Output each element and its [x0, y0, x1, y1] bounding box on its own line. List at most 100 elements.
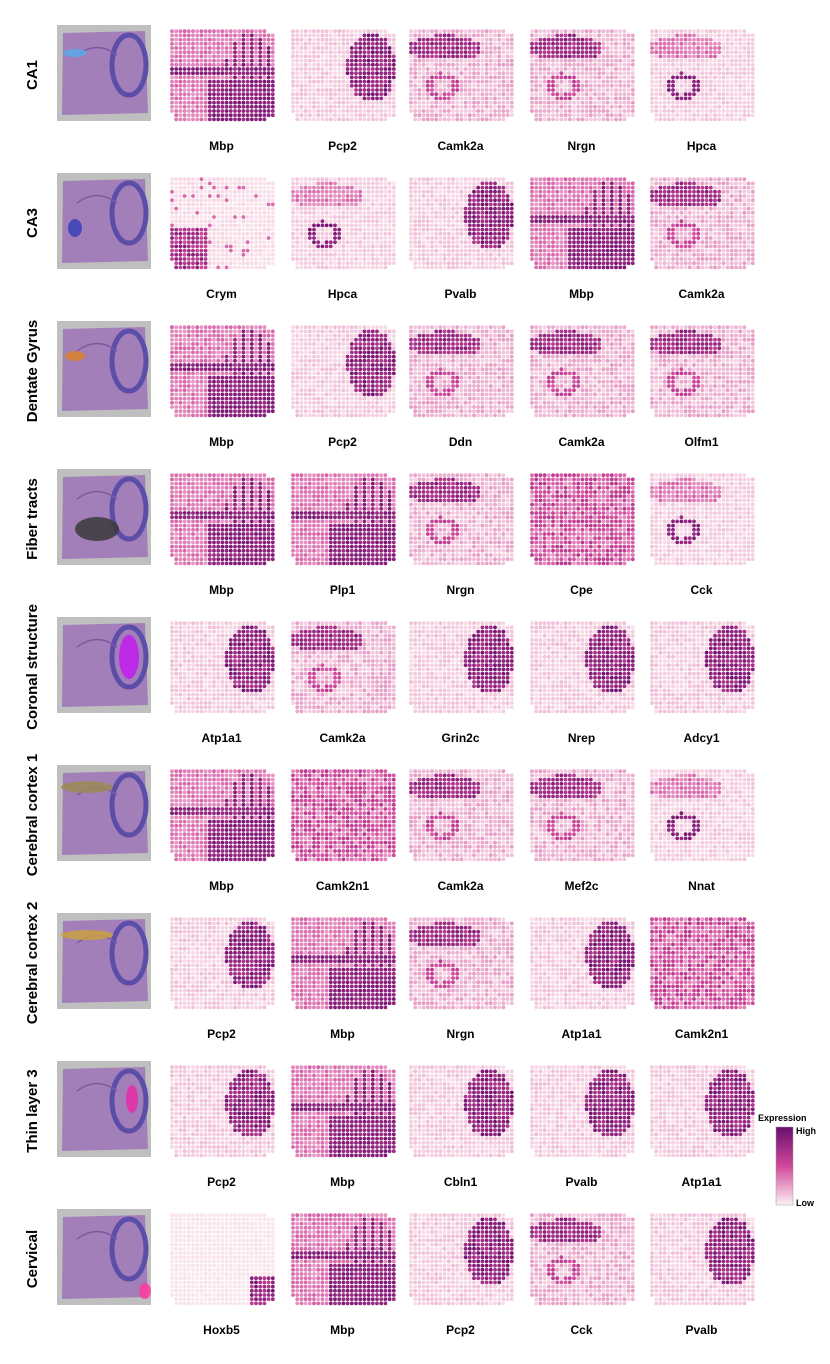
expression-spot [597, 67, 601, 71]
expression-spot [371, 67, 375, 71]
expression-spot [502, 245, 506, 249]
expression-spot [413, 261, 417, 265]
expression-spot [291, 219, 295, 223]
expression-spot [618, 84, 622, 88]
expression-spot [489, 211, 493, 215]
expression-spot [530, 232, 534, 236]
expression-spot [585, 42, 589, 46]
expression-spot [493, 228, 497, 232]
expression-spot [350, 236, 354, 240]
expression-spot [174, 113, 178, 117]
expression-spot [543, 236, 547, 240]
expression-spot [430, 55, 434, 59]
expression-spot [671, 113, 675, 117]
expression-spot [316, 42, 320, 46]
expression-spot [295, 186, 299, 190]
gene-label: Camk2a [437, 139, 483, 153]
expression-spot [358, 59, 362, 63]
expression-spot [409, 38, 413, 42]
expression-spot [325, 46, 329, 50]
expression-spot [363, 266, 367, 270]
expression-spot [325, 249, 329, 253]
expression-spot [497, 224, 501, 228]
expression-spot [250, 177, 254, 181]
expression-spot [743, 177, 747, 181]
expression-spot [342, 67, 346, 71]
expression-spot [618, 63, 622, 67]
expression-spot [258, 29, 262, 33]
expression-spot [337, 50, 341, 54]
expression-spot [316, 266, 320, 270]
expression-spot [623, 113, 627, 117]
expression-spot [354, 88, 358, 92]
expression-spot [246, 228, 250, 232]
expression-spot [225, 105, 229, 109]
expression-spot [530, 182, 534, 186]
expression-spot [170, 207, 174, 211]
expression-spot [212, 215, 216, 219]
expression-spot [627, 76, 631, 80]
expression-spot [439, 38, 443, 42]
expression-spot [530, 219, 534, 223]
expression-spot [246, 76, 250, 80]
expression-spot [493, 266, 497, 270]
expression-spot [481, 203, 485, 207]
expression-spot [350, 63, 354, 67]
expression-spot [379, 245, 383, 249]
expression-spot [195, 34, 199, 38]
expression-spot [497, 101, 501, 105]
expression-spot [258, 177, 262, 181]
expression-spot [597, 38, 601, 42]
expression-spot [325, 59, 329, 63]
expression-spot [434, 177, 438, 181]
expression-spot [174, 228, 178, 232]
expression-spot [375, 228, 379, 232]
expression-spot [195, 63, 199, 67]
expression-spot [170, 29, 174, 33]
expression-spot [560, 29, 564, 33]
expression-spot [316, 186, 320, 190]
expression-spot [510, 261, 514, 265]
expression-spot [572, 211, 576, 215]
expression-spot [233, 109, 237, 113]
expression-spot [705, 46, 709, 50]
expression-spot [713, 113, 717, 117]
expression-spot [684, 118, 688, 122]
expression-spot [379, 113, 383, 117]
expression-spot [363, 105, 367, 109]
expression-spot [705, 42, 709, 46]
expression-spot [225, 118, 229, 122]
expression-spot [263, 257, 267, 261]
expression-spot [597, 63, 601, 67]
expression-spot [242, 55, 246, 59]
expression-spot [267, 240, 271, 244]
expression-spot [304, 92, 308, 96]
expression-spot [688, 63, 692, 67]
expression-spot [717, 113, 721, 117]
expression-spot [481, 219, 485, 223]
expression-spot [730, 92, 734, 96]
expression-spot [602, 92, 606, 96]
expression-spot [363, 92, 367, 96]
expression-spot [434, 186, 438, 190]
expression-spot [187, 34, 191, 38]
expression-spot [439, 118, 443, 122]
expression-spot [426, 198, 430, 202]
expression-spot [534, 109, 538, 113]
expression-spot [547, 198, 551, 202]
expression-spot [413, 97, 417, 101]
expression-spot [560, 84, 564, 88]
expression-spot [291, 63, 295, 67]
expression-spot [191, 105, 195, 109]
expression-spot [384, 113, 388, 117]
expression-spot [659, 34, 663, 38]
expression-spot [671, 38, 675, 42]
expression-spot [263, 97, 267, 101]
expression-spot [680, 118, 684, 122]
gene-expression-map [530, 29, 635, 121]
expression-spot [722, 29, 726, 33]
expression-spot [564, 76, 568, 80]
expression-spot [610, 109, 614, 113]
expression-spot [705, 50, 709, 54]
expression-spot [489, 203, 493, 207]
